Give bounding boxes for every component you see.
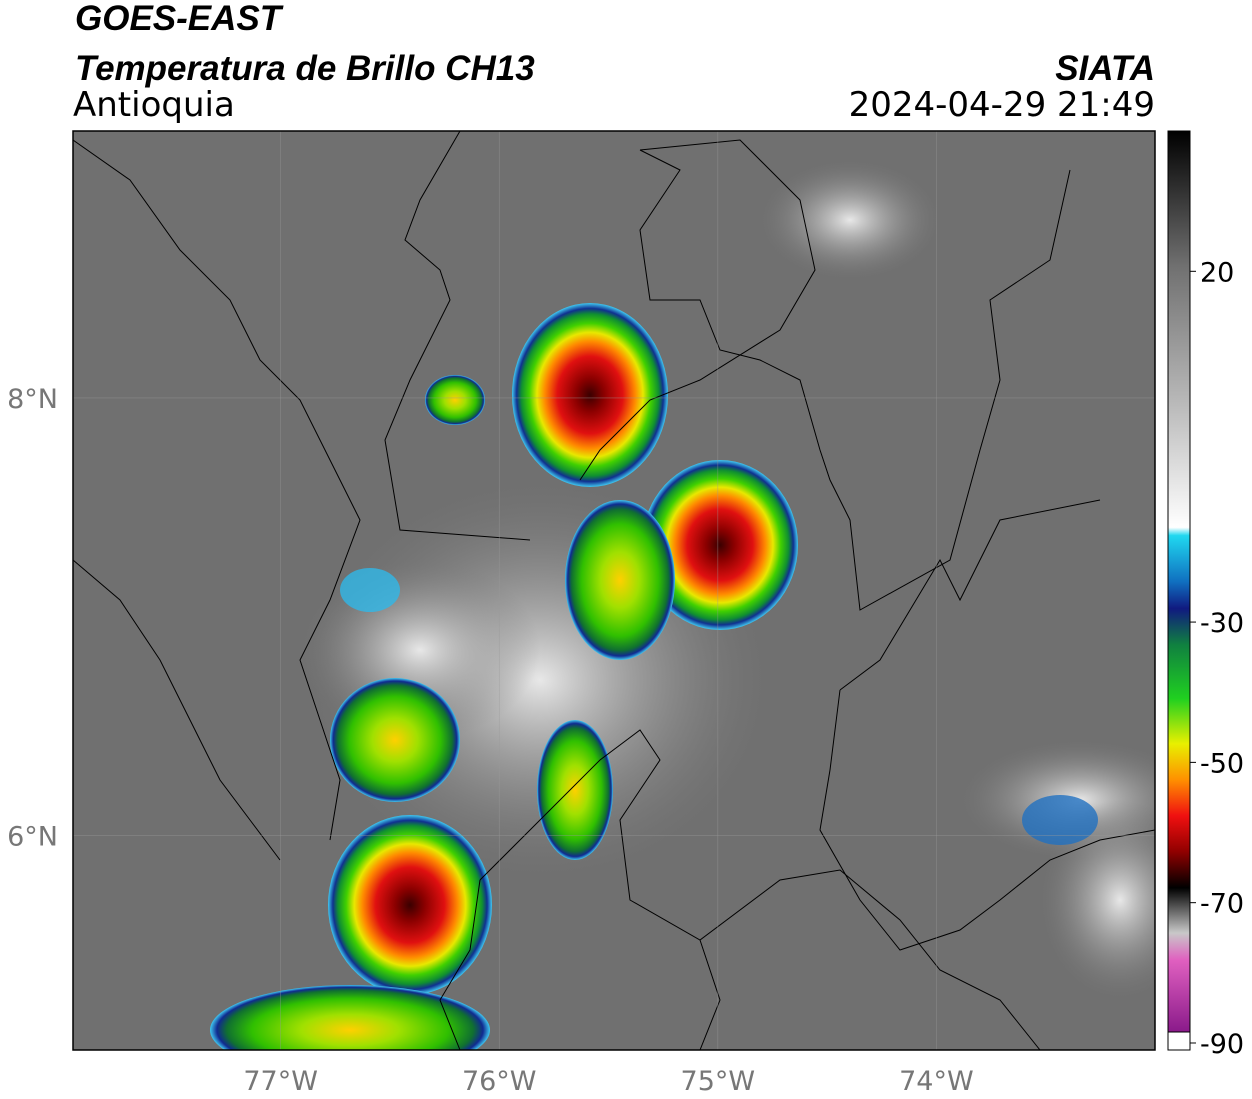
x-tick-label: 76°W	[462, 1066, 537, 1097]
x-tick-label: 74°W	[899, 1066, 974, 1097]
colorbar-tick-label: -50	[1200, 748, 1244, 779]
source: SIATA	[1055, 49, 1155, 88]
x-tick-label: 77°W	[243, 1066, 318, 1097]
grid	[73, 131, 1155, 1050]
colorbar-tick-label: -70	[1200, 889, 1244, 920]
colorbar-frame	[1167, 130, 1191, 1051]
colorbar-under	[1167, 1031, 1191, 1051]
title: GOES-EAST	[75, 0, 284, 38]
datetime: 2024-04-29 21:49	[849, 85, 1155, 125]
y-tick-label: 6°N	[7, 822, 58, 853]
colorbar-tick-label: -30	[1200, 608, 1244, 639]
ticks: 77°W 76°W 75°W 74°W 8°N 6°N 20 -30 -50 -70 -90	[7, 257, 1244, 1097]
map-image	[73, 131, 1155, 1050]
subtitle: Temperatura de Brillo CH13	[75, 49, 535, 88]
y-tick-label: 8°N	[7, 384, 58, 415]
colorbar-tick-label: 20	[1200, 257, 1234, 288]
colorbar	[1168, 131, 1190, 1032]
colorbar-tick-label: -90	[1200, 1029, 1244, 1060]
x-tick-label: 75°W	[681, 1066, 756, 1097]
region: Antioquia	[73, 85, 235, 125]
map-frame	[72, 130, 1156, 1051]
